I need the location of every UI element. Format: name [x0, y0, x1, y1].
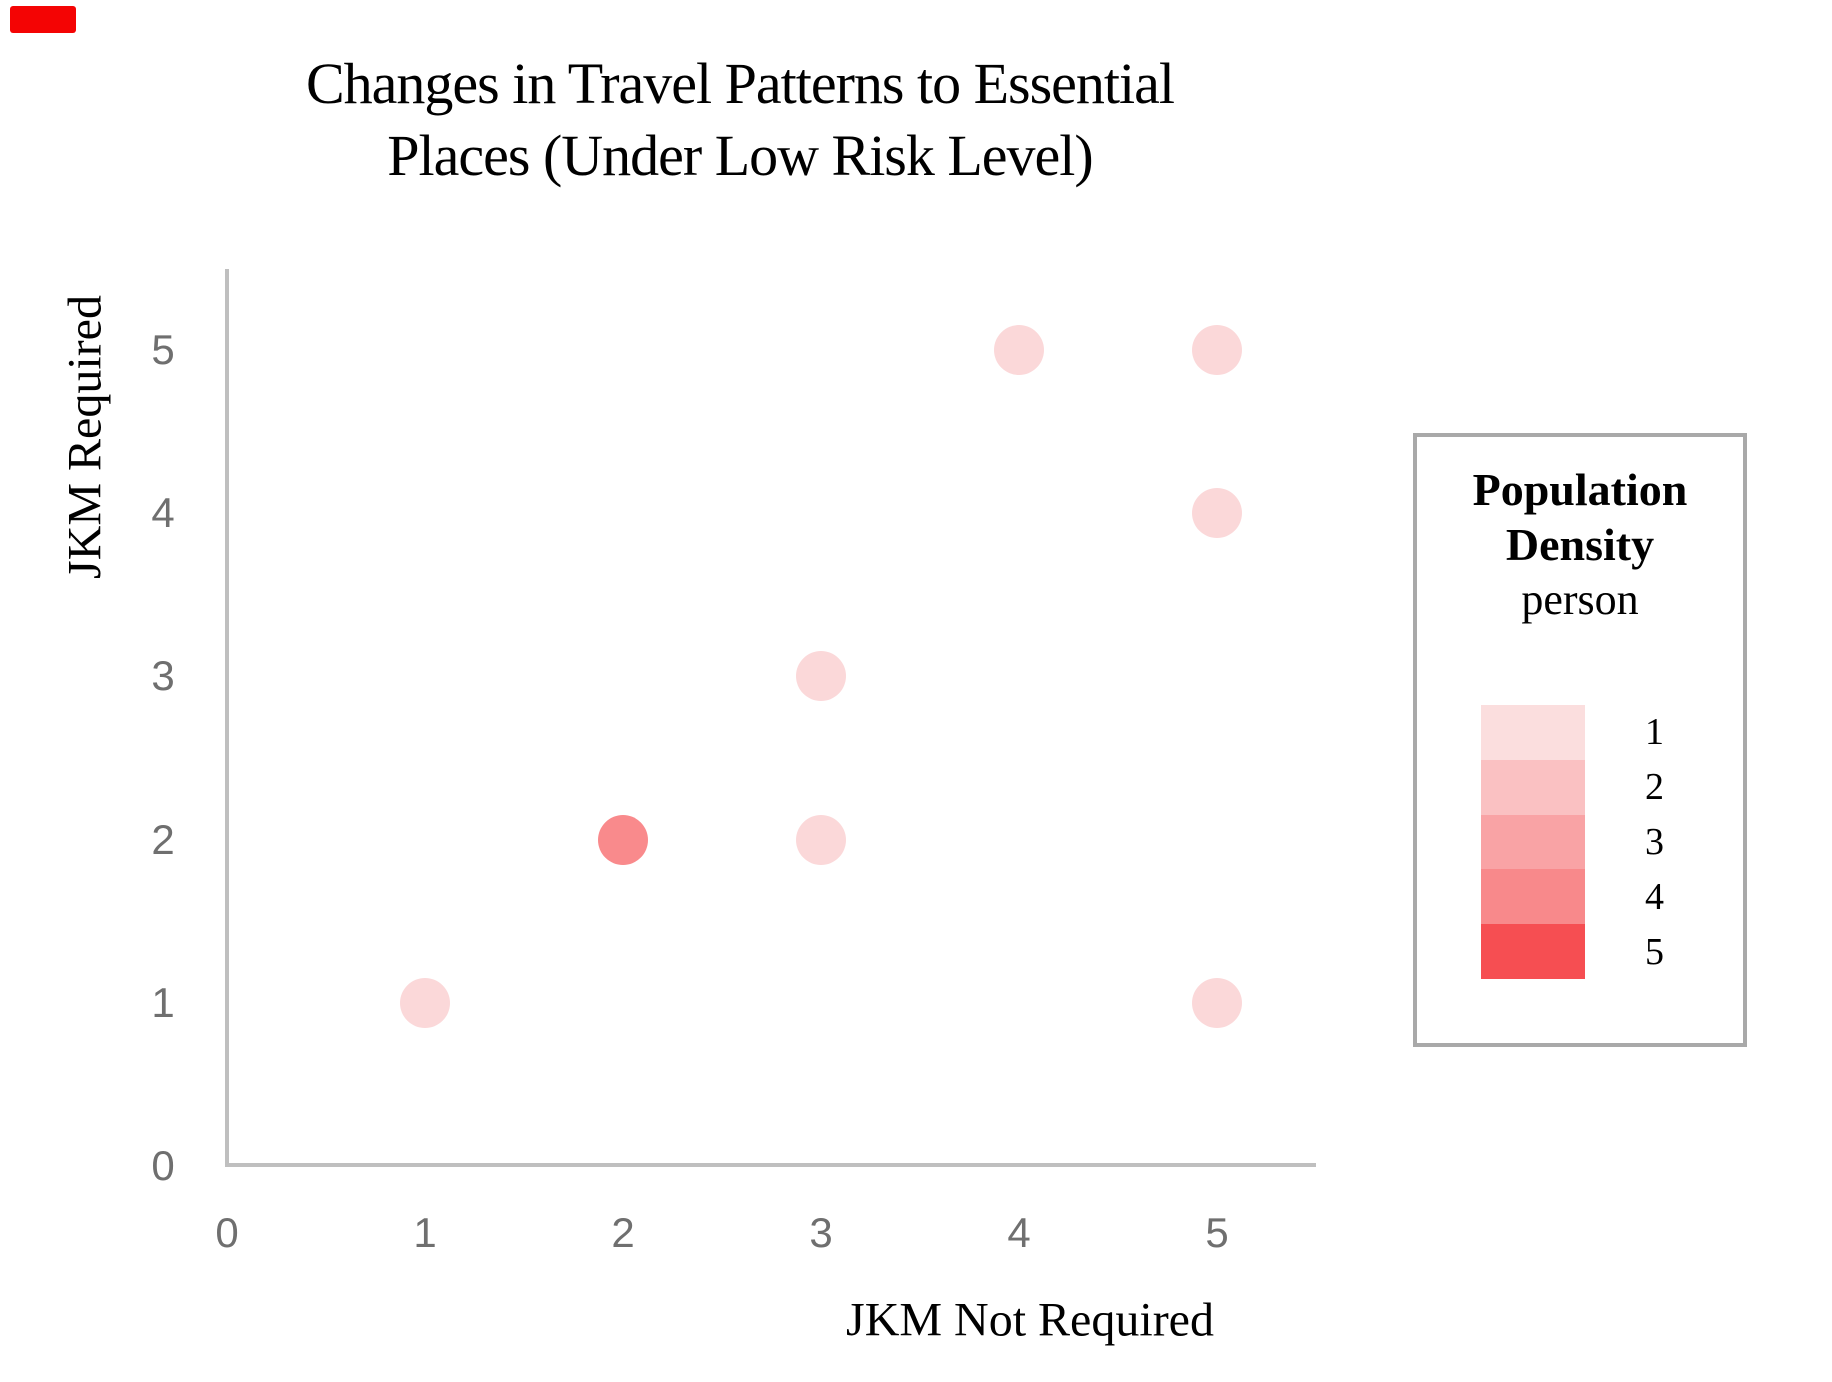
legend-swatch-3 — [1481, 814, 1585, 870]
data-point-x5-y4 — [1192, 488, 1242, 539]
legend-title-line2: Density — [1505, 519, 1655, 570]
x-axis-title: JKM Not Required — [846, 1293, 1214, 1347]
data-point-x1-y1 — [400, 977, 450, 1028]
legend-label-3: 3 — [1645, 821, 1664, 863]
y-tick-label-3: 3 — [151, 652, 175, 700]
x-tick-label-5: 5 — [1205, 1209, 1229, 1256]
x-tick-label-2: 2 — [611, 1209, 635, 1256]
y-tick-label-4: 4 — [151, 489, 175, 537]
data-point-x3-y3 — [796, 651, 846, 702]
chart-title: Changes in Travel Patterns to Essential … — [140, 48, 1340, 192]
y-tick-label-2: 2 — [151, 815, 175, 863]
legend-label-5: 5 — [1645, 930, 1664, 973]
legend-swatch-1 — [1481, 705, 1585, 760]
chart-title-line1: Changes in Travel Patterns to Essential — [306, 51, 1175, 116]
y-tick-label-1: 1 — [151, 978, 175, 1026]
y-axis-title: JKM Required — [58, 295, 112, 579]
legend-label-2: 2 — [1645, 766, 1664, 809]
x-axis-line — [225, 1163, 1316, 1167]
legend-swatch-4 — [1481, 869, 1585, 925]
legend-label-4: 4 — [1645, 875, 1664, 918]
red-marker — [10, 6, 76, 33]
data-point-x3-y2 — [796, 814, 846, 865]
legend-subtitle: person — [1521, 575, 1639, 624]
data-point-x5-y1 — [1192, 977, 1242, 1028]
x-tick-label-0: 0 — [215, 1209, 239, 1256]
y-tick-label-5: 5 — [151, 326, 175, 373]
y-axis-line — [225, 269, 229, 1167]
x-tick-label-4: 4 — [1007, 1209, 1031, 1256]
legend-title: Population Density — [1420, 462, 1740, 572]
y-tick-label-0: 0 — [151, 1142, 175, 1189]
legend-label-1: 1 — [1645, 711, 1664, 754]
x-tick-label-1: 1 — [413, 1209, 437, 1256]
data-point-x5-y5 — [1192, 325, 1242, 375]
chart-title-line2: Places (Under Low Risk Level) — [387, 123, 1093, 188]
x-tick-label-3: 3 — [809, 1209, 833, 1256]
legend-swatch-5 — [1481, 924, 1585, 979]
data-point-x2-y2 — [598, 814, 648, 865]
legend-title-line1: Population — [1472, 464, 1688, 515]
legend-swatch-2 — [1481, 759, 1585, 815]
data-point-x4-y5 — [994, 325, 1044, 375]
